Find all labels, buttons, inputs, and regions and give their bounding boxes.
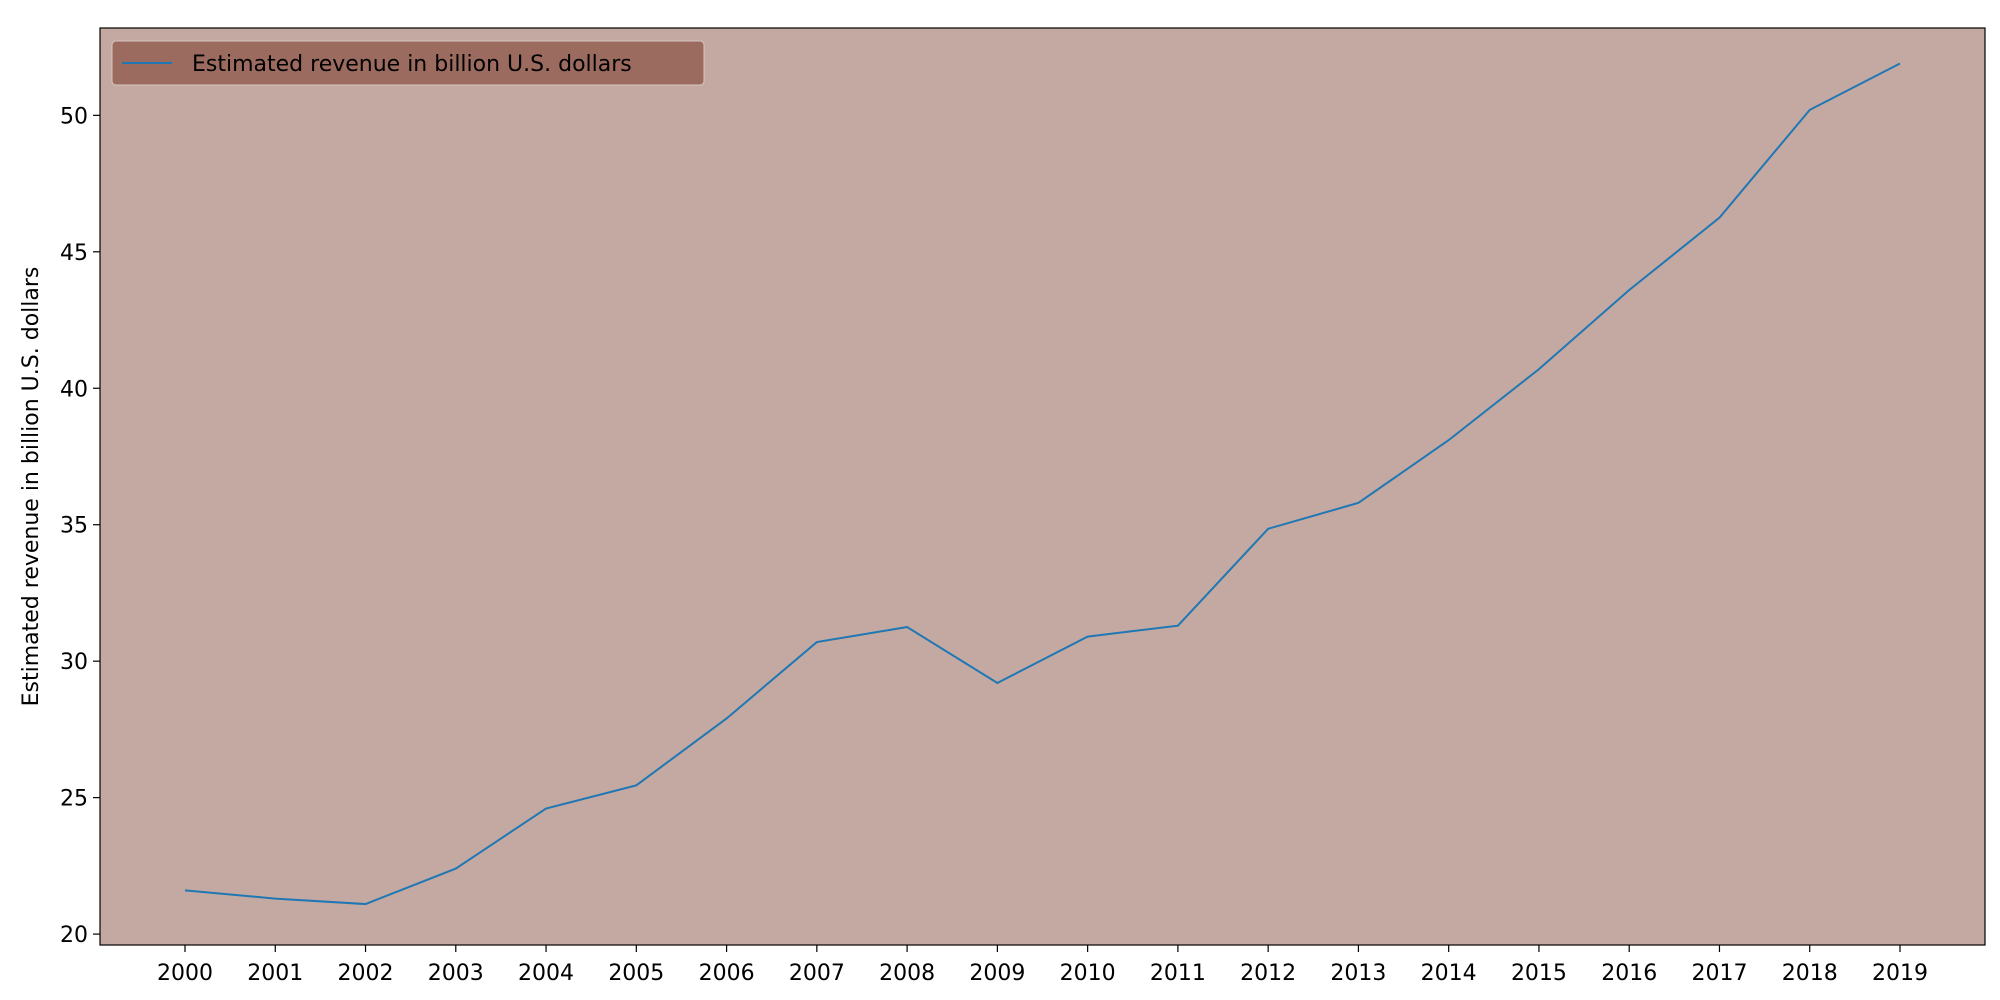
x-tick-label: 2014 (1421, 961, 1477, 986)
x-tick-label: 2019 (1872, 961, 1928, 986)
x-tick-label: 2015 (1511, 961, 1567, 986)
x-tick-label: 2011 (1150, 961, 1206, 986)
x-tick-label: 2016 (1601, 961, 1657, 986)
x-tick-label: 2000 (157, 961, 213, 986)
y-tick-label: 20 (60, 923, 88, 948)
x-tick-label: 2013 (1330, 961, 1386, 986)
y-tick-label: 40 (60, 377, 88, 402)
y-tick-label: 45 (60, 241, 88, 266)
x-tick-label: 2004 (518, 961, 574, 986)
legend: Estimated revenue in billion U.S. dollar… (111, 40, 705, 86)
x-tick-label: 2006 (699, 961, 755, 986)
plot-frame (99, 27, 1986, 946)
series-line (184, 62, 1901, 906)
x-tick-label: 2010 (1060, 961, 1116, 986)
legend-box (111, 40, 705, 86)
x-tick-label: 2005 (608, 961, 664, 986)
x-tick-label: 2003 (428, 961, 484, 986)
x-tick-label: 2001 (247, 961, 303, 986)
x-tick-label: 2002 (338, 961, 394, 986)
y-axis-label: Estimated revenue in billion U.S. dollar… (19, 267, 44, 707)
x-tick-label: 2017 (1691, 961, 1747, 986)
y-axis: 20 25 30 35 40 45 50 (60, 104, 100, 948)
x-tick-label: 2012 (1240, 961, 1296, 986)
x-tick-label: 2008 (879, 961, 935, 986)
y-tick-label: 50 (60, 104, 88, 129)
x-tick-label: 2018 (1782, 961, 1838, 986)
plot-area (100, 28, 1985, 945)
x-tick-label: 2009 (969, 961, 1025, 986)
y-tick-label: 35 (60, 514, 88, 539)
x-axis: 2000 2001 2002 2003 2004 2005 2006 2007 2008 2009… (157, 945, 1928, 986)
legend-entry-label: Estimated revenue in billion U.S. dollar… (192, 52, 632, 77)
x-tick-label: 2007 (789, 961, 845, 986)
y-tick-label: 30 (60, 650, 88, 675)
y-tick-label: 25 (60, 787, 88, 812)
